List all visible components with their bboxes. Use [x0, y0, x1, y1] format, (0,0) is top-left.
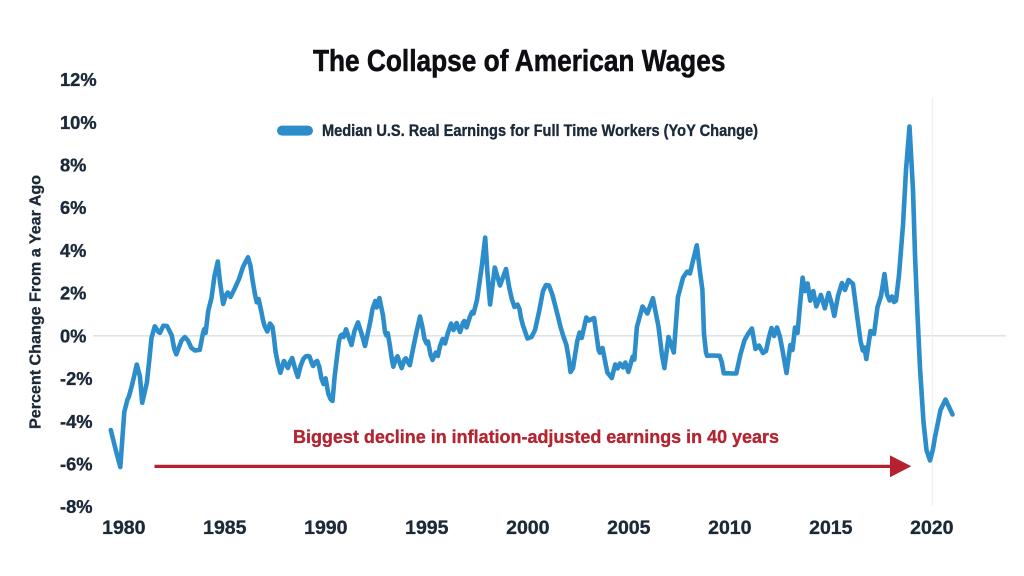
svg-text:-2%: -2%	[60, 368, 93, 389]
svg-text:Median U.S. Real Earnings for: Median U.S. Real Earnings for Full Time …	[322, 121, 758, 140]
svg-text:2%: 2%	[60, 283, 86, 304]
svg-text:8%: 8%	[60, 155, 86, 176]
svg-text:0%: 0%	[60, 325, 86, 346]
svg-text:1990: 1990	[304, 517, 348, 539]
svg-text:Percent Change From a Year Ago: Percent Change From a Year Ago	[28, 175, 45, 429]
svg-text:2005: 2005	[607, 517, 651, 539]
svg-text:The Collapse of American Wages: The Collapse of American Wages	[313, 44, 726, 78]
svg-text:2000: 2000	[506, 517, 550, 539]
svg-text:1995: 1995	[405, 517, 449, 539]
svg-text:-8%: -8%	[60, 496, 93, 517]
svg-text:-4%: -4%	[60, 411, 93, 432]
svg-text:2015: 2015	[809, 517, 853, 539]
svg-text:12%: 12%	[60, 69, 97, 90]
svg-text:1980: 1980	[102, 517, 146, 539]
svg-text:4%: 4%	[60, 240, 86, 261]
svg-text:-6%: -6%	[60, 454, 93, 475]
svg-text:2010: 2010	[708, 517, 752, 539]
svg-text:Biggest decline in inflation-a: Biggest decline in inflation-adjusted ea…	[293, 426, 779, 447]
svg-text:10%: 10%	[60, 112, 97, 133]
svg-text:2020: 2020	[910, 517, 954, 539]
svg-text:1985: 1985	[203, 517, 247, 539]
svg-text:6%: 6%	[60, 197, 86, 218]
